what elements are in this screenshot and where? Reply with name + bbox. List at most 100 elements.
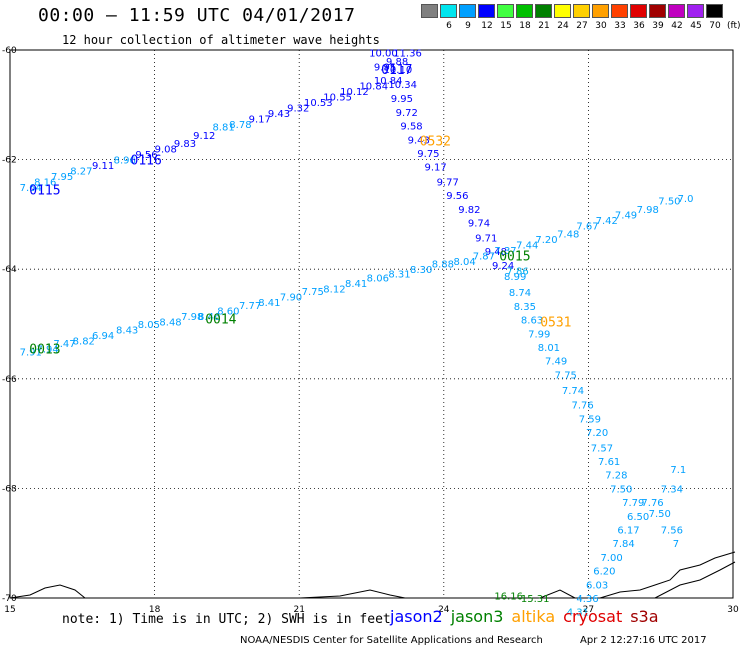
data-point-value: 7.61 — [598, 457, 620, 468]
data-point-value: 7.56 — [661, 526, 683, 537]
satellite-legend: jason2 jason3 altika cryosat s3a — [390, 607, 667, 626]
color-swatch — [630, 4, 647, 18]
data-point-value: 7.42 — [596, 216, 618, 227]
data-point-value: 9.56 — [135, 150, 157, 161]
data-point-value: 7.98 — [181, 312, 203, 323]
data-point-value: 6.20 — [593, 567, 615, 578]
plot-border — [9, 49, 734, 599]
color-swatch — [421, 4, 438, 18]
color-scale-label: 15 — [500, 21, 512, 31]
data-point-value: 9.12 — [193, 131, 215, 142]
data-point-value: 9.72 — [396, 108, 418, 119]
color-swatch — [592, 4, 609, 18]
data-point-value: 8.74 — [509, 288, 531, 299]
color-scale-label: 45 — [690, 21, 702, 31]
data-point-value: 8.04 — [453, 257, 475, 268]
color-scale-label: 33 — [614, 21, 626, 31]
data-point-value: 7.50 — [610, 484, 632, 495]
data-point-value: 8.35 — [514, 302, 536, 313]
legend-altika: altika — [511, 607, 556, 626]
data-point-value: 10.84 — [374, 76, 403, 87]
data-point-value: 7.20 — [535, 235, 557, 246]
data-point-value: 7.48 — [557, 230, 579, 241]
pass-time-label: 0531 — [540, 315, 571, 330]
data-point-value: 7.79 — [622, 498, 644, 509]
x-tick-label: 27 — [583, 605, 594, 615]
data-point-value: 7.76 — [641, 498, 663, 509]
data-point-value: 4.36 — [576, 594, 598, 605]
data-point-value: 7.74 — [562, 386, 584, 397]
color-scale-label: 39 — [652, 21, 664, 31]
data-point-value: 9.43 — [268, 109, 290, 120]
pass-time-label: 0116 — [131, 154, 162, 169]
pass-time-label: 0015 — [499, 250, 530, 265]
data-point-value: 9.56 — [446, 191, 468, 202]
data-point-value: 8.63 — [521, 316, 543, 327]
data-point-value: 8.99 — [504, 272, 526, 283]
pass-time-label: 0013 — [29, 343, 60, 358]
data-point-value: 8.60 — [217, 306, 239, 317]
data-point-value: 8.78 — [229, 120, 251, 131]
data-point-value: 7.37 — [494, 246, 516, 257]
data-point-value: 7.64 — [20, 183, 42, 194]
x-tick-label: 15 — [4, 605, 15, 615]
color-swatch — [668, 4, 685, 18]
pass-time-label: 0117 — [381, 63, 412, 78]
coastline-path — [9, 584, 86, 599]
data-point-value: 8.48 — [159, 317, 181, 328]
data-point-value: 8.43 — [116, 325, 138, 336]
color-scale-label: 36 — [633, 21, 645, 31]
legend-cryosat: cryosat — [563, 607, 623, 626]
data-point-value: 8.16 — [34, 178, 56, 189]
data-point-value: 6.94 — [92, 331, 114, 342]
data-point-value: 7.0 — [678, 194, 694, 205]
data-point-value: 7.84 — [613, 539, 635, 550]
data-point-value: 9.17 — [249, 115, 271, 126]
data-point-value: 7.75 — [555, 370, 577, 381]
pass-time-label: 0115 — [29, 184, 60, 199]
coastline — [9, 551, 736, 599]
data-point-value: 7.75 — [302, 287, 324, 298]
data-points: 7.648.167.958.27 9.11 8.96 9.569.089.839.12… — [20, 49, 694, 619]
data-point-value: 9.88 — [386, 57, 408, 68]
data-point-value: 7.67 — [576, 221, 598, 232]
data-point-value: 9.74 — [468, 219, 490, 230]
data-point-value: 6.50 — [627, 512, 649, 523]
color-swatch — [478, 4, 495, 18]
y-tick-label: -62 — [2, 156, 17, 166]
color-scale-label: 70 — [709, 21, 721, 31]
color-scale-label: 21 — [538, 21, 550, 31]
color-scale-label: 30 — [595, 21, 607, 31]
color-swatch — [440, 4, 457, 18]
data-point-value: 10.34 — [388, 80, 417, 91]
data-point-value: 7.77 — [239, 301, 261, 312]
data-point-value: 4.31 — [567, 608, 589, 619]
data-point-value: 9.43 — [408, 135, 430, 146]
data-point-value: 9.77 — [437, 178, 459, 189]
data-point-value: 8.27 — [70, 167, 92, 178]
data-point-value: 8.46 — [198, 312, 220, 323]
data-point-value: 9.08 — [155, 145, 177, 156]
data-point-value: 9.82 — [458, 205, 480, 216]
pass-time-label: 0014 — [205, 313, 236, 328]
data-point-value: 7.47 — [53, 339, 75, 350]
data-point-value: 7 — [673, 539, 679, 550]
data-point-value: 9.95 — [374, 62, 396, 73]
data-point-value: 8.05 — [138, 320, 160, 331]
color-scale-label: 24 — [557, 21, 569, 31]
data-point-value: 8.06 — [367, 273, 389, 284]
data-point-value: 7.50 — [649, 509, 671, 520]
data-point-value: 7.98 — [637, 205, 659, 216]
data-point-value: 7.28 — [605, 471, 627, 482]
data-point-value: 8.31 — [388, 270, 410, 281]
color-swatch — [573, 4, 590, 18]
coastline-path — [599, 551, 736, 599]
data-point-value: 7.57 — [591, 443, 613, 454]
color-scale-label: 18 — [519, 21, 531, 31]
data-point-value: 10.84 — [359, 82, 388, 93]
data-point-value: 9.24 — [492, 261, 514, 272]
data-point-value: 8.41 — [258, 298, 280, 309]
data-point-value: 8.88 — [432, 260, 454, 271]
chart-subtitle: 12 hour collection of altimeter wave hei… — [62, 33, 380, 47]
